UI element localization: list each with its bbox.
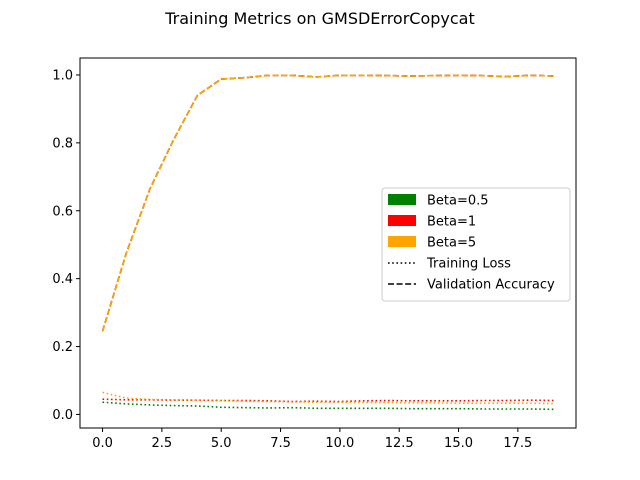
plot-lines [101,74,554,411]
x-axis: 0.0 2.5 5.0 7.5 10.0 12.5 15.0 17.5 [92,428,532,451]
y-tick-label: 0.2 [52,340,73,355]
plot-frame [79,57,577,429]
training-loss-line-0 [102,401,554,411]
legend: Beta=0.5 Beta=1 Beta=5 Training Loss Validat… [381,187,571,302]
y-tick-label: 0.0 [52,408,73,423]
y-tick-label: 0.6 [52,204,73,219]
y-tick-label: 0.8 [52,136,73,151]
y-axis: 0.0 0.2 0.4 0.6 0.8 1.0 [52,68,80,423]
legend-label: Training Loss [426,257,511,272]
legend-label: Beta=0.5 [427,194,489,209]
x-tick-label: 17.5 [503,436,532,451]
legend-box [381,187,571,302]
legend-swatch [388,194,416,205]
chart-title: Training Metrics on GMSDErrorCopycat [164,9,475,28]
y-tick-label: 0.4 [52,272,73,287]
x-tick-label: 10.0 [325,436,354,451]
x-tick-label: 5.0 [211,436,232,451]
x-tick-label: 15.0 [444,436,473,451]
legend-swatch [388,215,416,226]
x-tick-label: 12.5 [385,436,414,451]
y-tick-label: 1.0 [52,68,73,83]
legend-swatch [388,236,416,247]
legend-label: Beta=1 [427,215,476,230]
x-tick-label: 7.5 [270,436,291,451]
legend-label: Beta=5 [427,236,476,251]
validation-accuracy-line-2 [101,74,554,332]
training-loss-line-2 [102,391,554,405]
x-tick-label: 0.0 [92,436,113,451]
x-tick-label: 2.5 [152,436,173,451]
legend-label: Validation Accuracy [427,278,555,293]
